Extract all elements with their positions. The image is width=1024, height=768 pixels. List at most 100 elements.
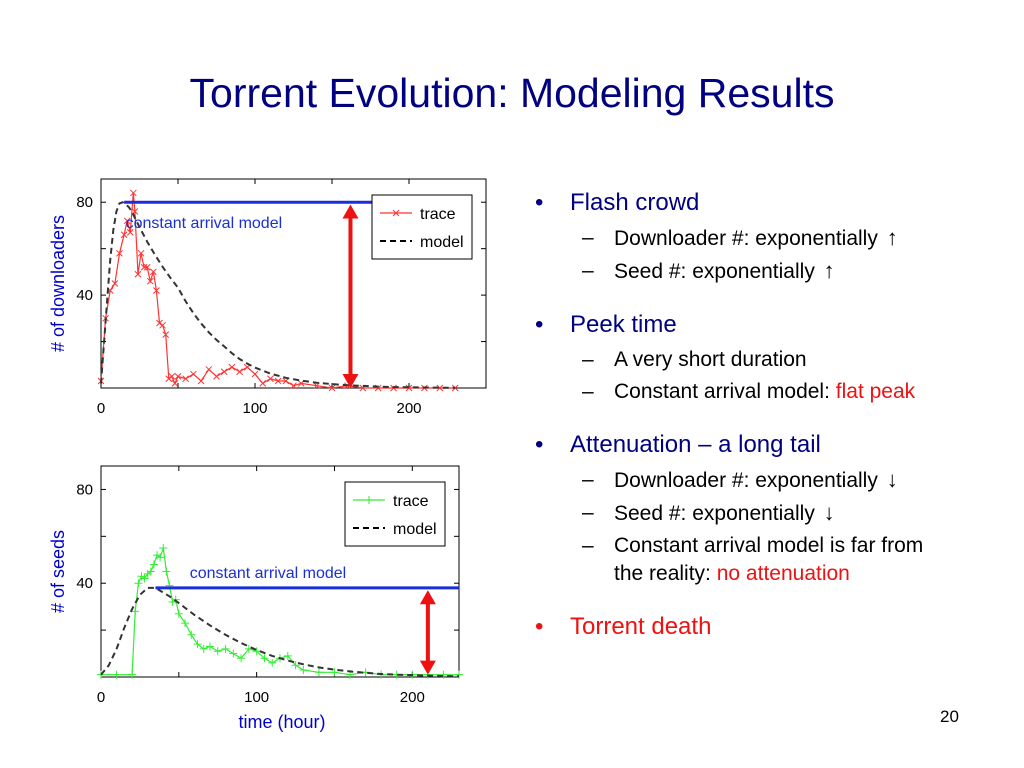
data-point-marker (187, 630, 196, 639)
data-point-marker (146, 277, 154, 285)
x-tick-label: 100 (242, 400, 267, 417)
data-point-marker (156, 553, 165, 562)
x-axis-label: time (hour) (238, 712, 325, 732)
legend-label-model: model (393, 521, 437, 538)
series-line-model (100, 201, 456, 389)
bullet-heading-text: Flash crowd (570, 189, 700, 216)
dash-mark: – (582, 468, 594, 491)
data-point-marker (159, 544, 168, 553)
data-point-marker (140, 574, 149, 583)
data-point-marker (299, 665, 308, 674)
arrow-up-icon: ↑ (823, 258, 835, 283)
sub-bullet: – Seed #: exponentially ↓ (535, 499, 1015, 528)
sub-bullet: – Downloader #: exponentially ↑ (535, 224, 1015, 253)
bullet-flash-crowd: • Flash crowd – Downloader #: exponentiall… (535, 186, 1015, 286)
sub-bullet-text: Downloader #: exponentially (614, 469, 878, 492)
series-line-trace (100, 192, 456, 389)
data-point-marker (149, 560, 158, 569)
dash-mark: – (582, 259, 594, 282)
dash-mark: – (582, 226, 594, 249)
sub-bullet: – Downloader #: exponentially ↓ (535, 466, 1015, 495)
x-tick-label: 0 (97, 689, 105, 706)
data-point-marker (213, 373, 220, 380)
data-point-marker (213, 647, 222, 656)
data-point-marker (268, 658, 277, 667)
data-point-marker (162, 331, 170, 338)
data-point-marker (244, 644, 253, 653)
bullet-list: • Flash crowd – Downloader #: exponentiall… (535, 186, 1015, 666)
bullet-peek-time: • Peek time – A very short duration – Const… (535, 308, 1015, 406)
legend-label-trace: trace (420, 206, 456, 223)
dash-mark: – (582, 501, 594, 524)
legend-marker-trace (392, 209, 400, 217)
double-arrow-head-down (342, 374, 359, 388)
data-point-marker (134, 270, 142, 278)
double-arrow-head-up (342, 204, 359, 219)
data-point-marker (252, 647, 261, 656)
sub-bullet-text: Seed #: exponentially (614, 260, 815, 283)
data-point-marker (140, 263, 148, 271)
data-point-marker (229, 649, 238, 658)
data-point-marker (159, 321, 166, 329)
data-point-marker (120, 231, 128, 239)
double-arrow-head-up (419, 590, 436, 605)
bullet-torrent-death: • Torrent death (535, 610, 1015, 644)
bullet-heading: • Attenuation – a long tail (535, 428, 1015, 462)
data-point-marker (260, 654, 269, 663)
data-point-marker (134, 579, 143, 588)
arrow-down-icon: ↓ (823, 500, 835, 525)
series-line-model (100, 586, 460, 678)
data-point-marker (150, 268, 157, 276)
bullet-dot: • (535, 613, 544, 640)
data-point-marker (131, 607, 140, 616)
data-point-marker (451, 384, 459, 392)
y-axis-label: # of seeds (48, 530, 68, 613)
data-point-marker (165, 375, 173, 383)
bullet-heading: • Peek time (535, 308, 1015, 342)
legend-label-model: model (420, 234, 464, 251)
x-tick-label: 100 (244, 689, 269, 706)
slide-title: Torrent Evolution: Modeling Results (189, 70, 835, 116)
bullet-heading: • Torrent death (535, 610, 1015, 644)
data-point-marker (156, 319, 163, 327)
data-point-marker (199, 644, 208, 653)
data-point-marker (314, 668, 323, 677)
data-point-marker (251, 370, 259, 378)
data-point-marker (436, 384, 444, 392)
data-point-marker (111, 280, 119, 287)
data-point-marker (197, 377, 205, 385)
constant-arrival-annotation: constant arrival model (190, 565, 347, 582)
data-point-marker (330, 668, 339, 677)
sub-bullet: – Seed #: exponentially ↑ (535, 257, 1015, 286)
x-tick-label: 200 (400, 689, 425, 706)
data-point-marker (171, 380, 179, 387)
data-point-marker (174, 373, 182, 380)
sub-bullet-text: Constant arrival model: (614, 380, 830, 403)
data-point-marker (174, 609, 183, 618)
data-point-marker (162, 567, 171, 576)
sub-bullet: – Constant arrival model: flat peak (535, 378, 1015, 406)
data-point-marker (182, 375, 190, 383)
x-tick-label: 200 (396, 400, 421, 417)
data-point-marker (237, 654, 246, 663)
data-point-marker (116, 249, 123, 257)
sub-bullet-text: Constant arrival model is far from (614, 534, 924, 557)
bullet-dot: • (535, 311, 544, 338)
data-point-marker (290, 382, 297, 390)
data-point-marker (205, 642, 214, 651)
data-point-marker (168, 373, 176, 380)
data-point-marker (128, 670, 137, 679)
arrow-down-icon: ↓ (886, 467, 898, 492)
data-point-marker (126, 229, 134, 236)
data-point-marker (129, 189, 137, 197)
x-tick-label: 0 (97, 400, 105, 417)
data-point-marker (220, 368, 228, 376)
arrow-up-icon: ↑ (886, 225, 898, 250)
data-point-marker (328, 384, 336, 392)
data-point-marker (455, 670, 463, 679)
data-point-marker (146, 567, 155, 576)
data-point-marker (112, 670, 121, 679)
constant-arrival-annotation: constant arrival model (126, 215, 283, 232)
highlight-text: no attenuation (716, 562, 850, 585)
